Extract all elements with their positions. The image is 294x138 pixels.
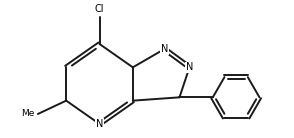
Text: N: N [186, 62, 193, 72]
Text: N: N [96, 119, 103, 129]
Text: Me: Me [21, 109, 35, 119]
Text: N: N [161, 44, 168, 54]
Text: Cl: Cl [95, 4, 104, 14]
